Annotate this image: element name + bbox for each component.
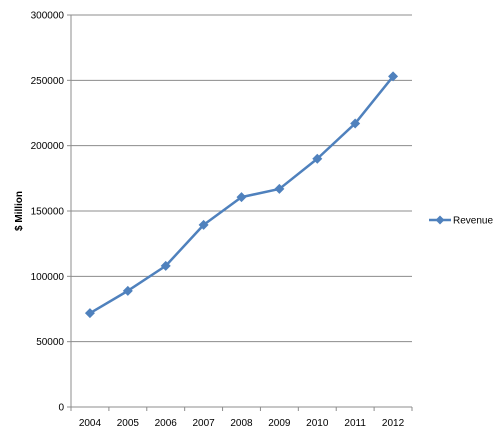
data-point bbox=[84, 308, 95, 319]
x-tick-label: 2011 bbox=[344, 418, 366, 429]
data-point bbox=[274, 183, 285, 194]
data-point bbox=[198, 219, 209, 230]
y-axis-title: $ Million bbox=[14, 191, 25, 231]
x-tick-label: 2007 bbox=[192, 418, 215, 429]
legend-label-revenue: Revenue bbox=[453, 216, 493, 227]
y-tick-label: 50000 bbox=[36, 337, 64, 348]
gridlines bbox=[71, 14, 412, 343]
y-tick-label: 0 bbox=[58, 403, 64, 414]
y-tick-label: 100000 bbox=[31, 272, 65, 283]
data-point bbox=[388, 71, 399, 82]
y-tick-label: 200000 bbox=[31, 141, 65, 152]
x-tick-label: 2012 bbox=[382, 418, 405, 429]
data-point bbox=[122, 285, 133, 296]
x-tick-label: 2008 bbox=[230, 418, 253, 429]
series-revenue bbox=[84, 71, 399, 319]
axes bbox=[67, 14, 413, 411]
data-point bbox=[312, 153, 323, 164]
x-tick-label: 2009 bbox=[268, 418, 291, 429]
data-point bbox=[236, 192, 247, 203]
legend: Revenue bbox=[429, 215, 493, 227]
x-tick-label: 2006 bbox=[155, 418, 178, 429]
data-point bbox=[350, 118, 361, 129]
x-tick-label: 2004 bbox=[79, 418, 102, 429]
y-tick-label: 300000 bbox=[31, 11, 65, 22]
legend-marker-revenue bbox=[435, 215, 445, 225]
x-tick-labels: 2004 2005 2006 2007 2008 2009 2010 2011 2012 bbox=[79, 418, 405, 429]
x-tick-label: 2005 bbox=[117, 418, 140, 429]
y-tick-label: 150000 bbox=[31, 207, 65, 218]
data-point bbox=[160, 260, 171, 271]
y-tick-labels: 0 50000 100000 150000 200000 250000 300000 bbox=[31, 11, 65, 414]
y-tick-label: 250000 bbox=[31, 76, 65, 87]
x-tick-label: 2010 bbox=[306, 418, 329, 429]
